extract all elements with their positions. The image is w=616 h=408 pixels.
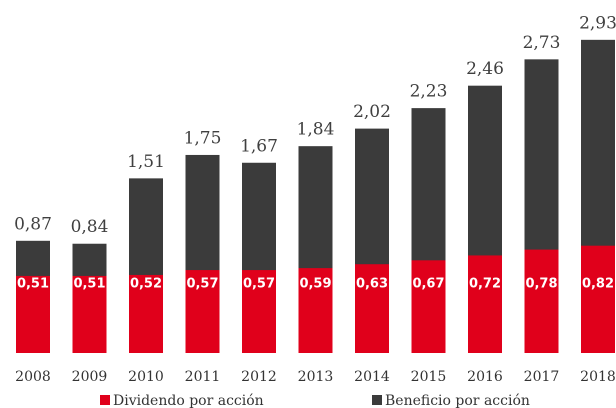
x-tick-label: 2010 <box>128 369 164 385</box>
data-label: 2,93 <box>579 13 616 33</box>
x-tick-label: 2018 <box>580 369 616 385</box>
data-label: 0,52 <box>130 277 162 292</box>
data-label: 0,57 <box>243 277 275 292</box>
data-label: 1,75 <box>184 128 222 148</box>
legend-label: Dividendo por acción <box>113 393 264 408</box>
x-tick-label: 2013 <box>298 369 334 385</box>
data-label: 2,23 <box>410 82 448 102</box>
x-tick-label: 2015 <box>411 369 447 385</box>
bar <box>298 268 333 353</box>
data-label: 0,82 <box>582 277 614 292</box>
data-label: 1,51 <box>127 152 165 172</box>
data-label: 0,51 <box>17 277 49 292</box>
data-label: 0,57 <box>186 277 218 292</box>
data-label: 0,63 <box>356 277 388 292</box>
bar <box>16 275 50 353</box>
x-tick-label: 2017 <box>524 369 560 385</box>
bar <box>468 255 502 353</box>
bar <box>524 249 559 353</box>
data-label: 1,67 <box>240 136 278 156</box>
x-tick-label: 2009 <box>72 369 108 385</box>
x-tick-label: 2012 <box>241 369 277 385</box>
data-label: 0,78 <box>525 277 557 292</box>
bar <box>129 274 163 353</box>
x-tick-label: 2011 <box>185 369 221 385</box>
data-label: 2,73 <box>523 33 561 53</box>
bar <box>185 270 220 353</box>
bar <box>581 245 615 353</box>
bar <box>72 275 107 353</box>
data-label: 0,84 <box>71 217 109 237</box>
data-label: 1,84 <box>297 120 335 140</box>
bar <box>242 270 276 353</box>
data-label: 0,72 <box>469 277 501 292</box>
legend-swatch <box>372 395 382 405</box>
legend-label: Beneficio por acción <box>385 393 530 408</box>
data-label: 2,02 <box>353 102 391 122</box>
x-tick-label: 2014 <box>354 369 390 385</box>
legend-swatch <box>100 395 110 405</box>
data-label: 0,59 <box>299 277 331 292</box>
bar <box>355 264 389 353</box>
x-tick-label: 2008 <box>15 369 51 385</box>
data-label: 2,46 <box>466 59 504 79</box>
x-tick-label: 2016 <box>467 369 503 385</box>
data-label: 0,51 <box>73 277 105 292</box>
data-label: 0,87 <box>14 214 52 234</box>
data-label: 0,67 <box>412 277 444 292</box>
bar <box>411 260 446 353</box>
